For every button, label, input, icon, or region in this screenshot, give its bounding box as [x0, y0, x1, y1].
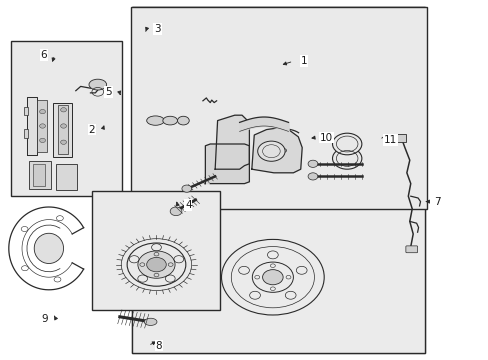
Text: 10: 10	[320, 132, 332, 143]
Bar	[11, 41, 122, 196]
Bar	[53, 103, 72, 157]
Text: 6: 6	[41, 50, 47, 60]
Polygon shape	[251, 128, 302, 173]
Bar	[24, 129, 28, 138]
Ellipse shape	[40, 124, 45, 128]
Polygon shape	[254, 133, 298, 153]
Polygon shape	[215, 115, 249, 169]
Ellipse shape	[170, 207, 182, 216]
Ellipse shape	[332, 133, 361, 155]
FancyBboxPatch shape	[405, 246, 417, 253]
Ellipse shape	[61, 108, 66, 112]
Bar	[33, 164, 45, 186]
Ellipse shape	[262, 270, 283, 285]
Text: 5: 5	[105, 87, 112, 97]
Text: 11: 11	[383, 135, 396, 145]
Ellipse shape	[332, 148, 361, 169]
Ellipse shape	[177, 116, 189, 125]
Ellipse shape	[61, 124, 66, 128]
Ellipse shape	[163, 116, 177, 125]
Bar	[24, 107, 28, 115]
Ellipse shape	[278, 148, 286, 153]
Ellipse shape	[144, 318, 157, 325]
Ellipse shape	[146, 116, 164, 125]
Bar	[396, 134, 405, 142]
Bar	[132, 7, 425, 353]
Ellipse shape	[307, 173, 317, 180]
Ellipse shape	[138, 251, 175, 278]
Ellipse shape	[34, 233, 63, 264]
Ellipse shape	[307, 160, 317, 167]
Text: 8: 8	[155, 341, 162, 351]
Ellipse shape	[89, 79, 106, 90]
Ellipse shape	[40, 138, 45, 143]
Bar	[58, 105, 68, 154]
Text: 3: 3	[154, 24, 161, 34]
Ellipse shape	[40, 109, 45, 114]
Bar	[29, 161, 51, 189]
Bar	[132, 7, 425, 353]
Ellipse shape	[257, 141, 285, 161]
Bar	[131, 7, 426, 209]
Text: 7: 7	[433, 197, 440, 207]
Ellipse shape	[182, 185, 191, 192]
Ellipse shape	[61, 140, 66, 144]
Text: 2: 2	[88, 125, 95, 135]
Text: 1: 1	[300, 56, 307, 66]
Text: 4: 4	[184, 200, 191, 210]
Polygon shape	[27, 97, 37, 155]
Bar	[37, 100, 47, 152]
Polygon shape	[205, 144, 249, 184]
Bar	[92, 191, 220, 310]
Text: 9: 9	[41, 314, 48, 324]
Bar	[56, 164, 77, 190]
Ellipse shape	[146, 257, 166, 272]
